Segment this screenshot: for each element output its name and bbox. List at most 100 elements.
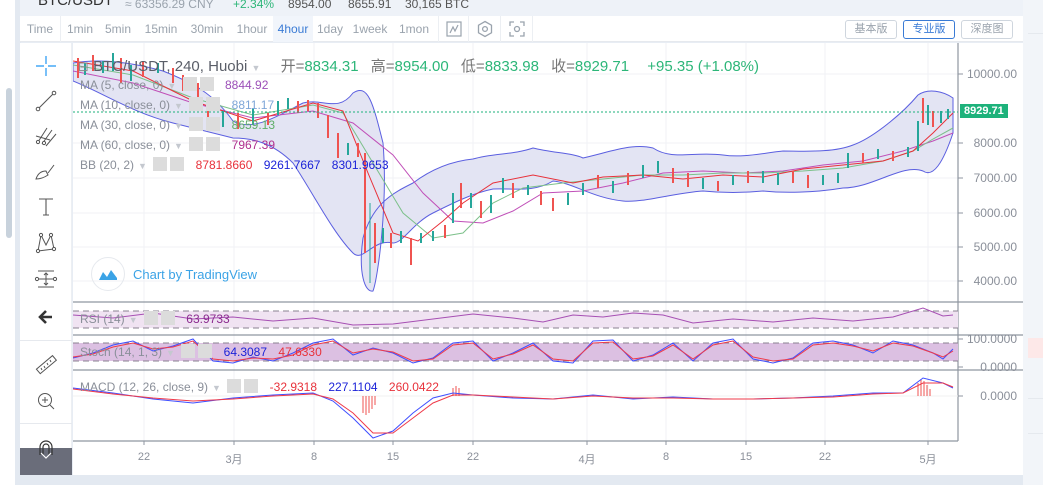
draw-divider xyxy=(20,340,72,341)
study-bb-legend[interactable]: BB (20, 2) ▼ 8781.8660 9261.7667 8301.965… xyxy=(80,157,389,172)
screenshot-icon[interactable] xyxy=(508,20,526,38)
page-scrollbar[interactable] xyxy=(6,88,12,238)
view-pro-button[interactable]: 专业版 xyxy=(903,20,955,39)
bb-basis-value: 8781.8660 xyxy=(195,158,253,172)
chart-area[interactable]: ⊟ BTC/USDT, 240, Huobi ▼ 开=8834.31 高=895… xyxy=(73,43,1023,475)
stoch-legend[interactable]: Stoch (14, 1, 3) ▼ 64.3087 47.6330 xyxy=(80,344,322,359)
24h-volume: 30,165 BTC xyxy=(405,0,470,11)
stoch-name: Stoch (14, 1, 3) xyxy=(80,345,163,359)
price-tick: 7000.00 xyxy=(973,171,1017,185)
last-price-tag: 8929.71 xyxy=(960,104,1008,118)
settings-hex-icon[interactable] xyxy=(476,20,494,38)
macd-signal-value: 260.0422 xyxy=(388,380,439,394)
close-icon[interactable] xyxy=(206,97,221,111)
pattern-icon[interactable] xyxy=(32,229,60,257)
close-icon[interactable] xyxy=(244,379,259,393)
interval-30min[interactable]: 30min xyxy=(190,22,224,36)
tradingview-logo-icon xyxy=(91,257,125,291)
interval-1day[interactable]: 1day xyxy=(316,22,344,36)
interval-1mon[interactable]: 1mon xyxy=(398,22,430,36)
close-icon[interactable] xyxy=(170,157,185,171)
interval-4hour[interactable]: 4hour xyxy=(273,16,313,42)
chart-canvas[interactable] xyxy=(73,43,1023,475)
macd-hist-value: -32.9318 xyxy=(269,380,318,394)
view-basic-button[interactable]: 基本版 xyxy=(845,20,897,39)
macd-legend[interactable]: MACD (12, 26, close, 9) ▼ -32.9318 227.11… xyxy=(80,379,439,394)
brush-icon[interactable] xyxy=(32,157,60,185)
gear-icon[interactable] xyxy=(189,97,204,111)
interval-5min[interactable]: 5min xyxy=(104,22,131,36)
cny-price: ≈ 63356.29 CNY xyxy=(125,0,214,11)
close-icon[interactable] xyxy=(206,117,221,131)
interval-time[interactable]: Time xyxy=(26,22,54,36)
close-icon[interactable] xyxy=(199,77,214,91)
low-value: 8833.98 xyxy=(484,58,539,75)
right-divider xyxy=(1028,33,1043,34)
magnet-icon[interactable] xyxy=(32,435,60,463)
time-tick: 22 xyxy=(818,451,832,463)
interval-1hour[interactable]: 1hour xyxy=(236,22,268,36)
close-value: 8929.71 xyxy=(574,58,630,75)
time-tick: 3月 xyxy=(225,454,243,466)
close-icon[interactable] xyxy=(160,311,175,325)
gear-icon[interactable] xyxy=(153,157,168,171)
ticker-bar: BTC/USDT ≈ 63356.29 CNY +2.34% 8954.00 8… xyxy=(20,0,1023,16)
study-value: 7967.39 xyxy=(231,138,276,152)
interval-1week[interactable]: 1week xyxy=(352,22,388,36)
study-ma30-legend[interactable]: MA (30, close, 0) ▼ 8659.13 xyxy=(80,117,276,132)
macd-axis-zero: 0.0000 xyxy=(980,389,1017,403)
gear-icon[interactable] xyxy=(182,77,197,91)
crosshair-icon[interactable] xyxy=(32,52,60,80)
24h-high: 8954.00 xyxy=(288,0,332,11)
time-tick: 22 xyxy=(137,451,151,463)
close-icon[interactable] xyxy=(206,137,221,151)
indicator-icon[interactable] xyxy=(445,20,463,38)
time-tick: 15 xyxy=(386,451,400,463)
magnet-panel xyxy=(20,448,72,475)
high-value: 8954.00 xyxy=(394,58,449,75)
interval-15min[interactable]: 15min xyxy=(144,22,178,36)
study-name: BB (20, 2) xyxy=(80,158,135,172)
chart-legend-main: ⊟ BTC/USDT, 240, Huobi ▼ 开=8834.31 高=895… xyxy=(78,58,760,75)
time-tick: 4月 xyxy=(578,454,596,466)
draw-divider xyxy=(20,423,72,424)
right-panel-edge xyxy=(1023,0,1043,485)
right-divider xyxy=(1028,433,1043,434)
right-divider xyxy=(1028,398,1043,399)
zoom-in-icon[interactable] xyxy=(32,387,60,415)
macd-name: MACD (12, 26, close, 9) xyxy=(80,380,209,394)
measure-icon[interactable] xyxy=(32,265,60,293)
right-highlight xyxy=(1028,338,1043,358)
page-left-gutter xyxy=(0,0,15,485)
time-tick: 15 xyxy=(739,451,753,463)
tradingview-watermark[interactable]: Chart by TradingView xyxy=(91,257,257,291)
close-icon[interactable] xyxy=(198,344,213,358)
time-tick: 22 xyxy=(466,451,480,463)
study-value: 8811.17 xyxy=(231,98,275,112)
study-ma5-legend[interactable]: MA (5, close, 0) ▼ 8844.92 xyxy=(80,77,269,92)
gear-icon[interactable] xyxy=(227,379,242,393)
toolbar-divider xyxy=(532,16,533,42)
back-arrow-icon[interactable] xyxy=(32,303,60,331)
text-icon[interactable] xyxy=(32,193,60,221)
interval-1min[interactable]: 1min xyxy=(66,22,93,36)
pitchfork-icon[interactable] xyxy=(32,122,60,150)
study-ma60-legend[interactable]: MA (60, close, 0) ▼ 7967.39 xyxy=(80,137,276,152)
ruler-icon[interactable] xyxy=(32,351,60,379)
study-ma10-legend[interactable]: MA (10, close, 0) ▼ 8811.17 xyxy=(80,97,275,112)
stoch-k-value: 64.3087 xyxy=(223,345,268,359)
symbol-title[interactable]: BTC/USDT, 240, Huobi xyxy=(93,58,248,75)
drawing-toolbar xyxy=(20,43,72,475)
gear-icon[interactable] xyxy=(181,344,196,358)
rsi-legend[interactable]: RSI (14) ▼ 63.9733 xyxy=(80,311,230,326)
change-percent: +2.34% xyxy=(233,0,275,11)
gear-icon[interactable] xyxy=(189,137,204,151)
price-tick: 10000.00 xyxy=(966,67,1017,81)
gear-icon[interactable] xyxy=(189,117,204,131)
study-name: MA (5, close, 0) xyxy=(80,78,164,92)
price-tick: 6000.00 xyxy=(973,206,1017,220)
view-depth-button[interactable]: 深度图 xyxy=(961,20,1013,39)
pair-name: BTC/USDT xyxy=(38,0,113,9)
gear-icon[interactable] xyxy=(143,311,158,325)
trend-line-icon[interactable] xyxy=(32,87,60,115)
